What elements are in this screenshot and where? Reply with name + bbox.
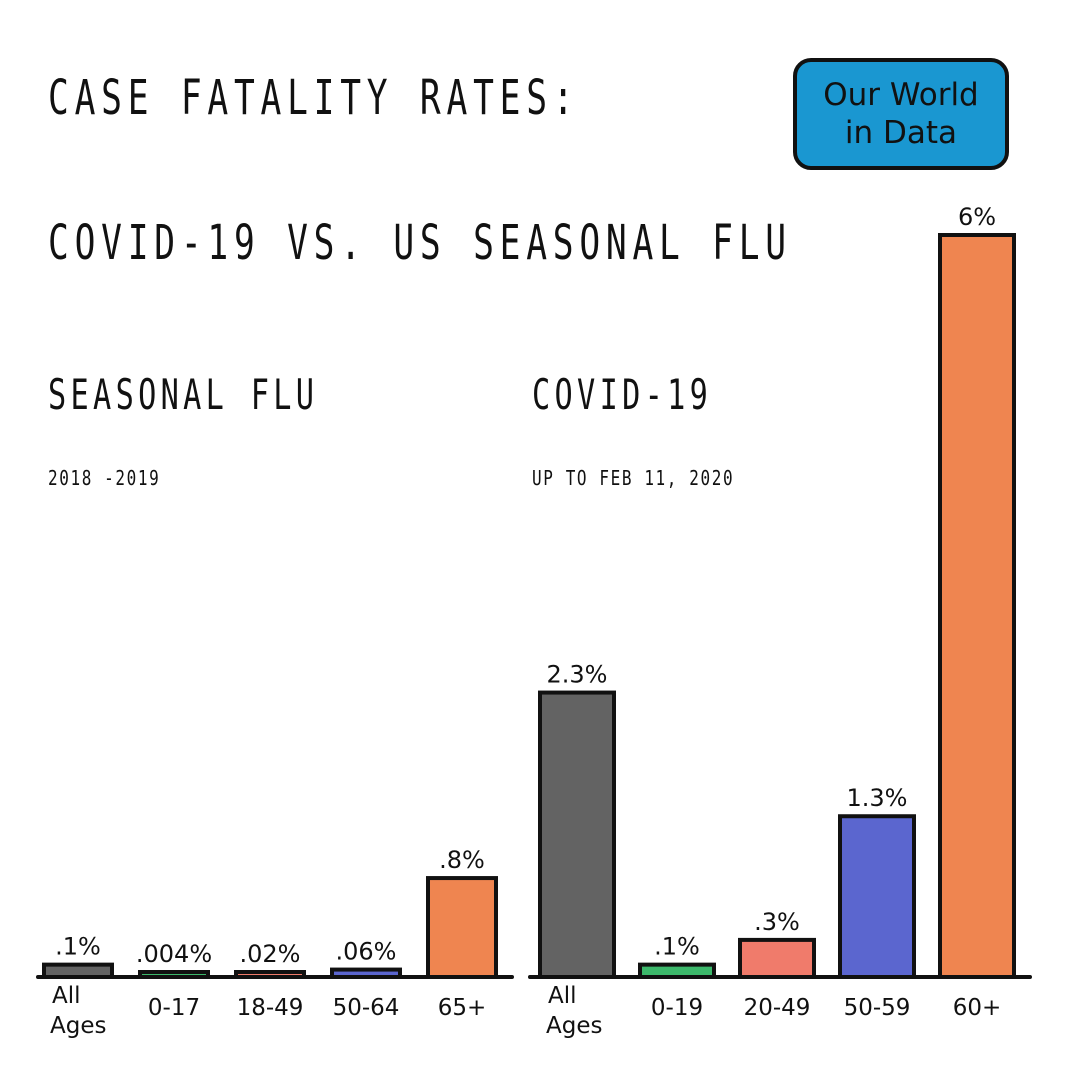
chart-title-line-2: COVID-19 VS. US SEASONAL FLU: [48, 215, 792, 271]
covid-value-label-0: 2.3%: [547, 661, 608, 689]
covid-value-label-1: .1%: [654, 933, 700, 961]
covid-category-label-3: 50-59: [844, 995, 911, 1021]
covid-bar-1: [638, 962, 716, 980]
flu-value-label-3: .06%: [336, 938, 397, 966]
flu-bar-0: [42, 962, 114, 980]
covid-value-label-2: .3%: [754, 908, 800, 936]
covid-category-label-0-line-2: Ages: [546, 1013, 602, 1039]
covid-category-label-2: 20-49: [744, 995, 811, 1021]
flu-bar-1: [138, 970, 210, 979]
covid-bar-3: [838, 814, 916, 979]
flu-bar-4: [426, 876, 498, 979]
covid-category-label-0-line-1: All: [548, 983, 577, 1009]
covid-value-label-4: 6%: [958, 203, 996, 231]
flu-bar-3: [330, 967, 402, 980]
covid-bar-4: [938, 233, 1016, 979]
flu-value-label-0: .1%: [55, 933, 101, 961]
our-world-in-data-badge: Our World in Data: [793, 58, 1009, 170]
flu-panel-title: SEASONAL FLU: [48, 370, 319, 419]
covid-panel-title: COVID-19: [532, 370, 713, 419]
flu-category-label-2: 18-49: [237, 995, 304, 1021]
badge-line-1: Our World: [823, 77, 979, 113]
flu-bar-2: [234, 970, 306, 979]
flu-category-label-4: 65+: [438, 995, 487, 1021]
covid-category-label-4: 60+: [953, 995, 1002, 1021]
flu-category-label-0-line-1: All: [52, 983, 81, 1009]
badge-line-2: in Data: [844, 115, 958, 151]
covid-bar-0: [538, 690, 616, 979]
flu-category-label-1: 0-17: [148, 995, 200, 1021]
flu-value-label-1: .004%: [136, 940, 212, 968]
flu-value-label-2: .02%: [240, 940, 301, 968]
flu-category-label-3: 50-64: [333, 995, 400, 1021]
flu-value-label-4: .8%: [439, 846, 485, 874]
covid-category-label-1: 0-19: [651, 995, 703, 1021]
covid-panel-subtitle: UP TO FEB 11, 2020: [532, 466, 735, 490]
covid-bar-2: [738, 937, 816, 980]
covid-value-label-3: 1.3%: [847, 784, 908, 812]
flu-panel-subtitle: 2018 -2019: [48, 466, 161, 490]
chart-title-line-1: CASE FATALITY RATES:: [48, 70, 580, 126]
flu-category-label-0-line-2: Ages: [50, 1013, 106, 1039]
